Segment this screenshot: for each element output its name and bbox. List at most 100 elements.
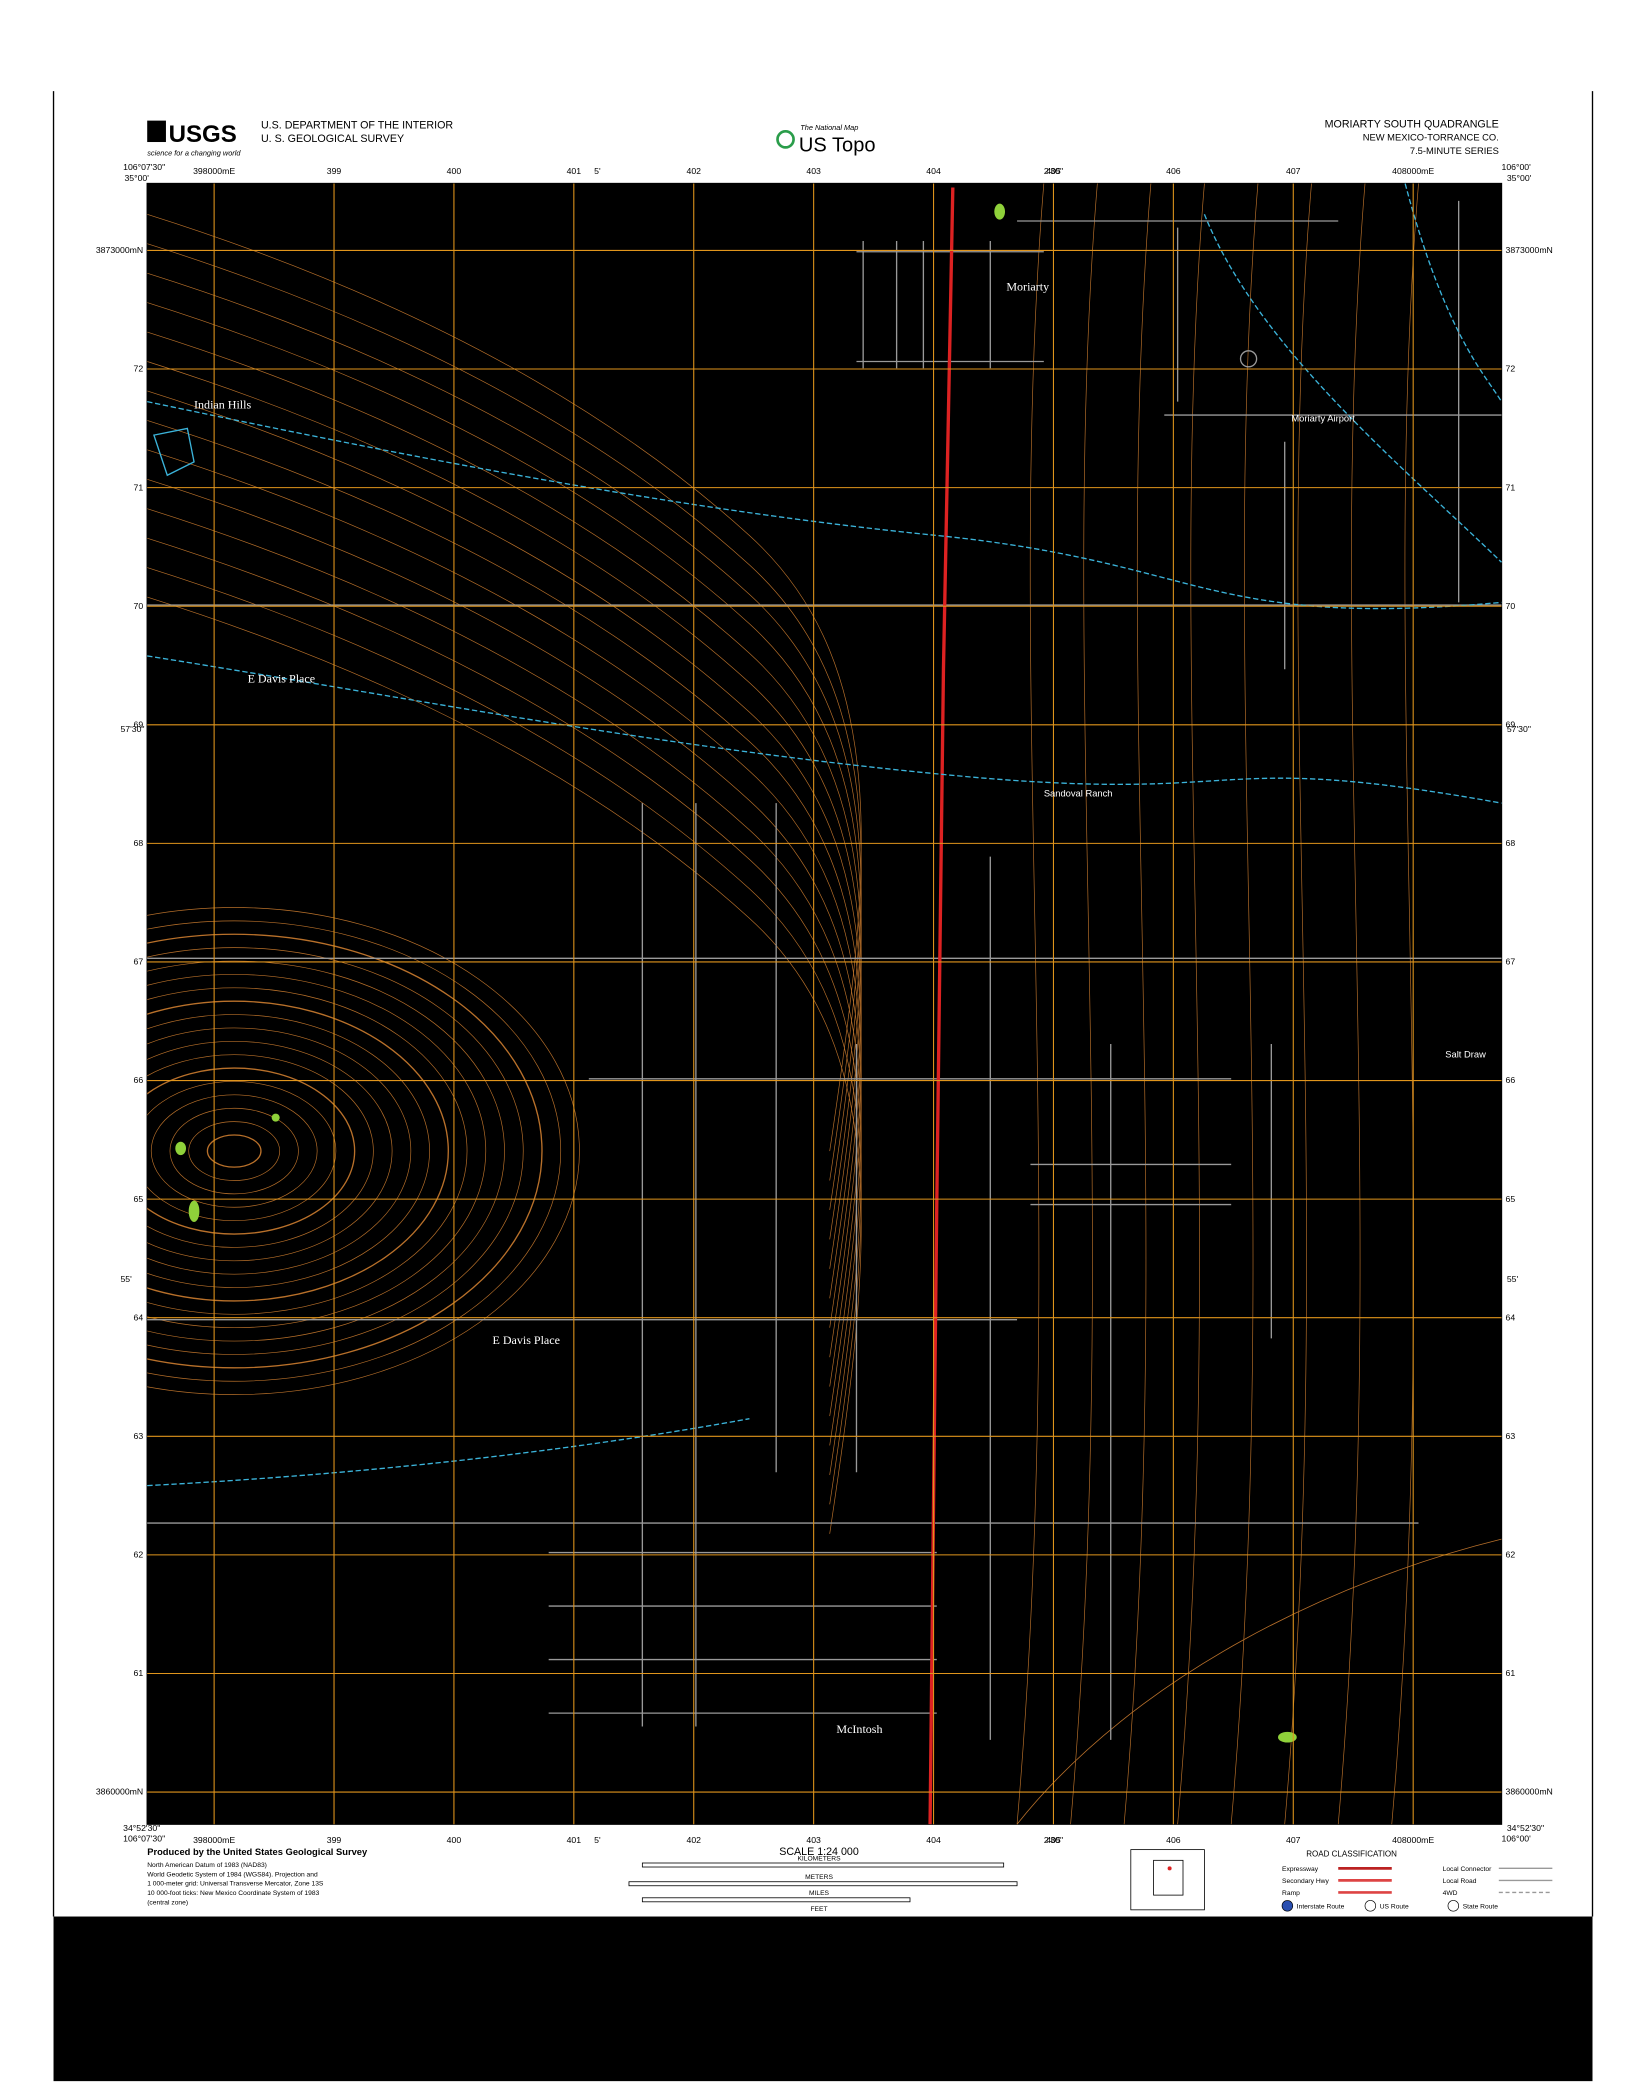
easting-label: 398000mE xyxy=(193,166,235,176)
scale-bar xyxy=(628,1881,1018,1887)
contour xyxy=(147,1067,356,1235)
datum-notes: North American Datum of 1983 (NAD83) Worl… xyxy=(147,1862,324,1906)
route-type: State Route xyxy=(1463,1903,1499,1910)
northing-label: 71 xyxy=(134,482,144,492)
northing-label: 66 xyxy=(134,1075,144,1085)
scale-units: KILOMETERS METERS MILES FEET xyxy=(797,1855,841,1913)
quad-title: MORIARTY SOUTH QUADRANGLE xyxy=(1325,118,1499,130)
contour xyxy=(147,1081,337,1221)
northing-label: 65 xyxy=(134,1194,144,1204)
contour xyxy=(1070,183,1098,1825)
vegetation xyxy=(175,203,1297,1743)
northing-label: 62 xyxy=(1506,1550,1516,1560)
northing-label: 69 xyxy=(134,719,144,729)
contour xyxy=(147,1000,449,1302)
contour xyxy=(147,478,862,1417)
northing-label: 3860000mN xyxy=(96,1787,143,1797)
road-type: Local Road xyxy=(1443,1878,1477,1885)
agency: U.S. DEPARTMENT OF THE INTERIOR xyxy=(261,120,453,132)
easting-label: 400 xyxy=(447,166,462,176)
contour xyxy=(147,907,580,1395)
northing-label: 72 xyxy=(134,364,144,374)
contour xyxy=(147,272,862,1210)
easting-label: 404 xyxy=(926,1835,941,1845)
road-type: Expressway xyxy=(1282,1866,1319,1873)
stream xyxy=(1404,183,1503,402)
road-type: Local Connector xyxy=(1443,1866,1492,1873)
contour xyxy=(147,974,487,1328)
road-class-title: ROAD CLASSIFICATION xyxy=(1306,1849,1397,1858)
series: 7.5-MINUTE SERIES xyxy=(1410,146,1499,156)
scale-unit: KILOMETERS xyxy=(797,1855,841,1862)
contour xyxy=(147,331,862,1269)
streams xyxy=(147,183,1503,1487)
place-name: Sandoval Ranch xyxy=(1044,788,1113,798)
veg-patch xyxy=(1278,1731,1297,1743)
veg-patch xyxy=(271,1113,280,1122)
easting-label: 405 xyxy=(1046,166,1061,176)
easting-label: 402 xyxy=(686,166,701,176)
easting-label: 408000mE xyxy=(1392,166,1434,176)
northing-label: 63 xyxy=(134,1431,144,1441)
place-name: Salt Draw xyxy=(1445,1049,1486,1059)
mid-lat: 57'30" xyxy=(120,724,144,734)
scale-unit: FEET xyxy=(810,1906,827,1913)
us-topo: US Topo xyxy=(799,134,876,156)
northing-label: 70 xyxy=(134,601,144,611)
route-shield xyxy=(1364,1900,1377,1912)
agency: U. S. GEOLOGICAL SURVEY xyxy=(261,133,404,145)
easting-label: 405 xyxy=(1046,1835,1061,1845)
route-shield xyxy=(1281,1900,1294,1912)
national-map: The National Map xyxy=(800,123,858,132)
northing-label: 62 xyxy=(134,1550,144,1560)
easting-label: 400 xyxy=(447,1835,462,1845)
place-name: E Davis Place xyxy=(248,672,315,686)
state-county: NEW MEXICO-TORRANCE CO. xyxy=(1363,133,1499,143)
northing-label: 66 xyxy=(1506,1075,1516,1085)
stream xyxy=(147,400,1502,610)
contour xyxy=(147,960,505,1342)
easting-label: 401 xyxy=(567,1835,582,1845)
scale-title: SCALE 1:24 000 xyxy=(779,1846,859,1858)
northing-label: 61 xyxy=(134,1668,144,1678)
northing-label: 64 xyxy=(1506,1312,1516,1322)
route-type: US Route xyxy=(1380,1903,1409,1910)
contour xyxy=(206,1134,262,1168)
contours xyxy=(147,183,1502,1825)
northing-label: 69 xyxy=(1506,719,1516,729)
northing-label: 63 xyxy=(1506,1431,1516,1441)
northing-label: 67 xyxy=(1506,957,1516,967)
easting-label: 407 xyxy=(1286,1835,1301,1845)
lon-230: 2'30" xyxy=(1044,166,1063,176)
contour xyxy=(147,933,543,1369)
bottom-band xyxy=(53,1916,1593,2082)
contour xyxy=(147,390,862,1328)
easting-label: 401 xyxy=(567,166,582,176)
easting-label: 399 xyxy=(327,1835,342,1845)
scale-bars xyxy=(628,1862,1018,1903)
map-frame xyxy=(146,182,1503,1825)
easting-label: 408000mE xyxy=(1392,1835,1434,1845)
scale-bar xyxy=(641,1862,1005,1868)
contour xyxy=(147,596,862,1534)
corner-lat: 35°00' xyxy=(124,173,149,183)
utm-grid: 398000mE 398000mE 399 399 400 400 401 401 402 402… xyxy=(96,166,1553,1845)
contour xyxy=(1230,183,1259,1825)
scale-unit: MILES xyxy=(809,1890,830,1897)
locator-dot xyxy=(1167,1866,1172,1871)
scale-bar xyxy=(641,1897,911,1903)
easting-label: 399 xyxy=(327,166,342,176)
contour xyxy=(147,1027,412,1275)
route-shield xyxy=(1447,1900,1460,1912)
contour xyxy=(147,947,524,1355)
northing-label: 65 xyxy=(1506,1194,1516,1204)
datum-note: 10 000-foot ticks: New Mexico Coordinate… xyxy=(147,1890,319,1897)
easting-label: 406 xyxy=(1166,1835,1181,1845)
corner-lat: 35°00' xyxy=(1507,173,1532,183)
contour xyxy=(147,567,862,1505)
easting-label: 403 xyxy=(806,166,821,176)
contour xyxy=(147,361,862,1299)
northing-label: 3873000mN xyxy=(1506,245,1553,255)
road-type: Secondary Hwy xyxy=(1282,1878,1329,1885)
easting-label: 406 xyxy=(1166,166,1181,176)
